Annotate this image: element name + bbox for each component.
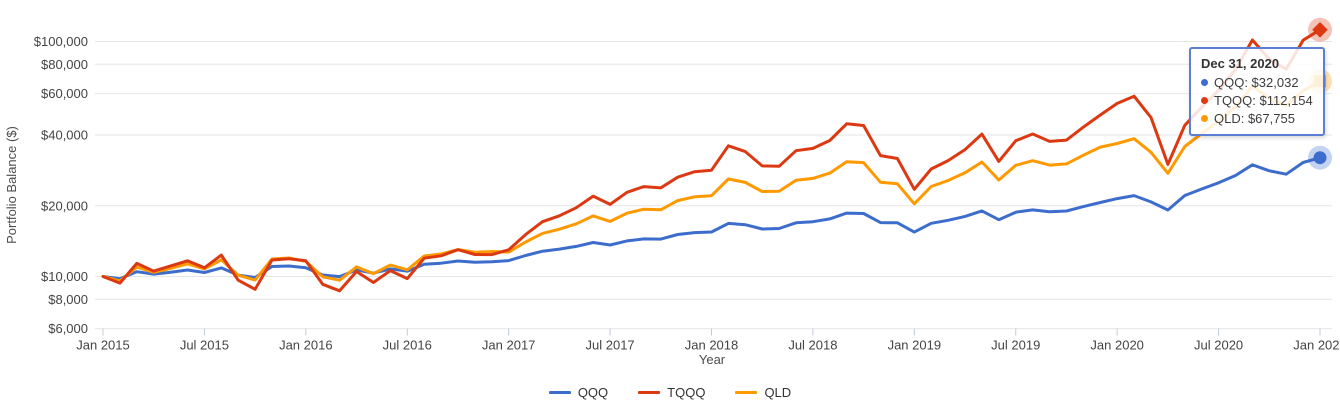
y-tick-label: $8,000: [48, 292, 88, 307]
tooltip-row-qqq: QQQ: $32,032: [1201, 75, 1313, 90]
x-tick-label: Jan 2015: [76, 338, 130, 353]
x-axis-title: Year: [699, 352, 726, 367]
x-tick-label: Jan 2017: [482, 338, 536, 353]
legend-label: TQQQ: [667, 385, 706, 400]
gridlines: [95, 41, 1332, 330]
tooltip-row-qld: QLD: $67,755: [1201, 111, 1313, 126]
axes: $6,000 $8,000 $10,000 $20,000 $40,000 $60,000…: [34, 34, 1340, 353]
legend-item-tqqq[interactable]: TQQQ: [638, 385, 705, 400]
y-axis-title: Portfolio Balance ($): [4, 126, 19, 244]
series-color-dot: [1201, 79, 1208, 86]
x-tick-label: Jan 2019: [888, 338, 942, 353]
tooltip-value: QLD: $67,755: [1214, 111, 1295, 126]
qld-line[interactable]: [101, 79, 1322, 283]
x-tick-label: Jan 2018: [685, 338, 739, 353]
y-tick-label: $10,000: [41, 269, 88, 284]
legend-swatch: [638, 391, 661, 394]
x-tick-label: Jul 2019: [991, 338, 1040, 353]
qqq-line[interactable]: [101, 156, 1322, 281]
y-tick-label: $100,000: [34, 34, 88, 49]
series-color-dot: [1201, 97, 1208, 104]
tooltip-date: Dec 31, 2020: [1201, 56, 1280, 71]
y-tick-label: $40,000: [41, 128, 88, 143]
x-tick-label: Jan 2020: [1090, 338, 1144, 353]
x-tick-label: Jul 2017: [586, 338, 635, 353]
x-tick-label: Jul 2016: [383, 338, 432, 353]
qqq-end-marker[interactable]: [1313, 151, 1327, 165]
x-tick-label: Jul 2015: [180, 338, 229, 353]
legend-label: QLD: [764, 385, 792, 400]
series-color-dot: [1201, 115, 1208, 122]
tooltip-value: QQQ: $32,032: [1214, 75, 1299, 90]
x-tick-label: Jan 2016: [279, 338, 333, 353]
y-tick-label: $6,000: [48, 321, 88, 336]
y-tick-label: $60,000: [41, 86, 88, 101]
legend-item-qld[interactable]: QLD: [735, 385, 791, 400]
tqqq-line[interactable]: [101, 28, 1322, 293]
legend-item-qqq[interactable]: QQQ: [548, 385, 609, 400]
tqqq-end-marker[interactable]: [1312, 22, 1328, 38]
chart-legend: QQQ TQQQ QLD: [0, 385, 1340, 400]
legend-swatch: [548, 391, 571, 394]
x-tick-label: Jul 2020: [1194, 338, 1243, 353]
tooltip-value: TQQQ: $112,154: [1214, 93, 1313, 108]
tooltip-row-tqqq: TQQQ: $112,154: [1201, 93, 1313, 108]
legend-label: QQQ: [577, 385, 609, 400]
y-tick-label: $20,000: [41, 198, 88, 213]
legend-swatch: [735, 391, 758, 394]
x-tick-label: Jan 2021: [1293, 338, 1340, 353]
series-lines[interactable]: [101, 28, 1322, 293]
chart-canvas[interactable]: $6,000 $8,000 $10,000 $20,000 $40,000 $60,000…: [0, 0, 1340, 378]
x-tick-label: Jul 2018: [788, 338, 837, 353]
y-tick-label: $80,000: [41, 57, 88, 72]
hover-tooltip: Dec 31, 2020 QQQ: $32,032 TQQQ: $112,154 Q…: [1189, 47, 1325, 136]
